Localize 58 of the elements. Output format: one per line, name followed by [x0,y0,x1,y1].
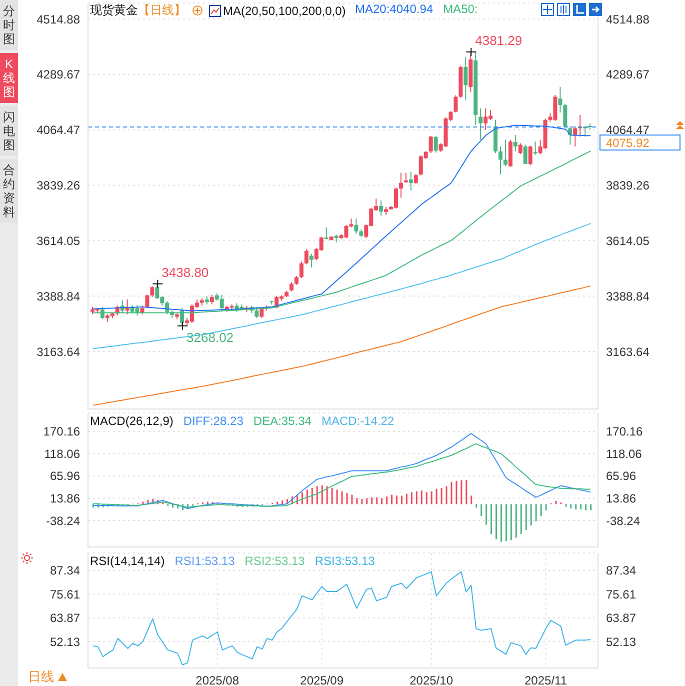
y-tick-label: 87.34 [50,564,80,578]
y2-tick-label: -38.24 [606,514,640,528]
y-tick-label: 63.87 [50,611,80,626]
y-tick-label: 118.06 [44,446,80,461]
y-tick-label: 3839.26 [36,178,80,193]
legend-label: RSI2:53.13 [244,554,305,568]
chart-subtitle: 【日线】 [138,2,186,19]
x-tick-label: 2025/08 [196,674,240,686]
annotation: 3268.02 [186,330,234,345]
y-tick-label: 4514.88 [36,12,80,26]
y-tick-label: 3614.05 [36,234,80,248]
y-tick-label: 13.86 [50,492,80,506]
y2-tick-label: 4514.88 [606,12,650,26]
tab: K线图 [0,53,18,103]
y-tick-label: 52.13 [50,634,80,649]
legend-label: RSI1:53.13 [174,554,235,568]
y2-tick-label: 170.16 [606,424,644,439]
legend-title: MACD(26,12,9) [90,414,174,428]
tab: 合约资料 [0,159,18,223]
series-label: RSI3:53.13 [314,554,375,568]
y2-tick-label: 52.13 [606,634,636,649]
y2-tick-label: 4289.67 [606,68,650,82]
x-tick-label: 2025/10 [410,674,454,686]
y2-tick-label: 4064.47 [606,123,650,138]
y-tick-label: 170.16 [43,424,80,439]
y-tick-label: 65.96 [50,469,80,484]
tab: 闪电图 [0,106,18,156]
text: MA50: [443,2,478,16]
y-tick-label: 4064.47 [36,123,80,138]
y2-tick-label: 75.61 [606,587,636,602]
y2-tick-label: 3839.26 [606,178,650,193]
y2-tick-label: 87.34 [606,564,636,578]
y2-tick-label: 13.86 [606,492,636,506]
annotation: 3438.80 [162,264,209,280]
text: DEA:35.34 [253,414,312,428]
annotation: MACD:-14.22 [321,414,394,428]
y-tick-label: 4289.67 [36,68,80,82]
text: 日线 [28,668,54,686]
y-tick-label: 75.61 [50,587,80,602]
y2-tick-label: 3614.05 [606,234,650,248]
y-tick-label: 3388.84 [36,289,80,304]
text: DIFF:28.23 [183,414,244,428]
x-tick-label: 2025/09 [300,674,344,686]
x-tick-label: 2025/11 [524,674,568,686]
legend-title: MA(20,50,100,200,0,0) [223,4,346,18]
y2-tick-label: 63.87 [606,611,636,626]
chart-title: 现货黄金 [90,2,138,19]
y2-tick-label: 3163.64 [606,344,650,359]
annotation: 4381.29 [475,32,522,48]
legend-title: RSI(14,14,14) [90,554,165,568]
tab: 分时图 [0,0,18,50]
text: MA20:4040.94 [355,2,434,16]
y2-tick-label: 118.06 [606,446,642,461]
y2-tick-label: 65.96 [606,469,636,484]
ref-line-label: 4075.92 [606,136,650,150]
y-tick-label: 3163.64 [36,344,80,359]
y-tick-label: -38.24 [46,514,80,528]
y2-tick-label: 3388.84 [606,289,650,304]
